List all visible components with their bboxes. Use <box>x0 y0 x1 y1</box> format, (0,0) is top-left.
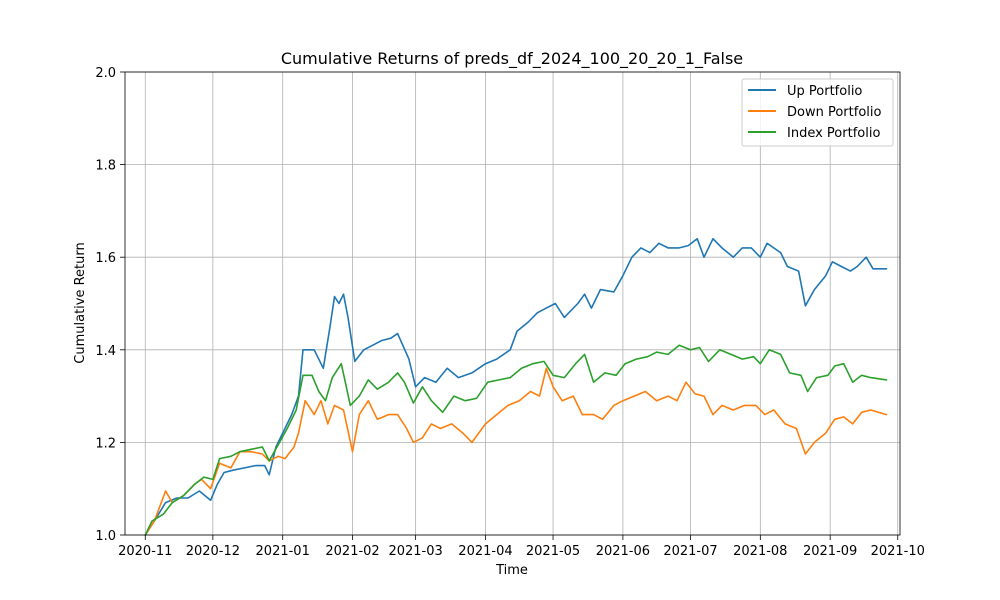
y-tick-label: 1.6 <box>95 251 116 266</box>
series-group <box>144 237 888 536</box>
x-tick-label: 2021-08 <box>733 544 787 559</box>
x-tick-label: 2021-02 <box>325 544 379 559</box>
x-tick-label: 2021-06 <box>596 544 650 559</box>
x-axis-title: Time <box>495 563 528 578</box>
y-axis-title: Cumulative Return <box>73 242 88 363</box>
legend-box <box>741 78 894 147</box>
x-tick-label: 2021-01 <box>256 544 310 559</box>
y-tick-label: 1.8 <box>95 159 116 174</box>
x-tick-label: 2021-10 <box>871 544 925 559</box>
y-tick-label: 2.0 <box>95 66 116 81</box>
legend: Up Portfolio Down Portfolio Index Portfo… <box>741 78 894 147</box>
index-portfolio-line <box>144 344 888 536</box>
y-tick-label: 1.0 <box>95 529 116 544</box>
x-tick-label: 2021-05 <box>526 544 580 559</box>
x-tick-label: 2021-07 <box>663 544 717 559</box>
x-tick-label: 2021-04 <box>458 544 512 559</box>
y-tick-label: 1.2 <box>95 436 116 451</box>
x-tick-label: 2020-12 <box>186 544 240 559</box>
legend-label-down: Down Portfolio <box>787 105 881 120</box>
y-tick-label: 1.4 <box>95 344 116 359</box>
chart-title: Cumulative Returns of preds_df_2024_100_… <box>281 49 743 69</box>
legend-label-index: Index Portfolio <box>787 126 880 141</box>
x-tick-label: 2021-09 <box>803 544 857 559</box>
x-tick-label: 2021-03 <box>388 544 442 559</box>
axes: 2020-11 2020-12 2021-01 2021-02 2021-03 2021-… <box>95 66 925 559</box>
x-tick-label: 2020-11 <box>118 544 172 559</box>
legend-label-up: Up Portfolio <box>787 84 862 99</box>
plot-frame <box>124 71 901 536</box>
grid <box>125 71 900 536</box>
up-portfolio-line <box>144 237 888 536</box>
